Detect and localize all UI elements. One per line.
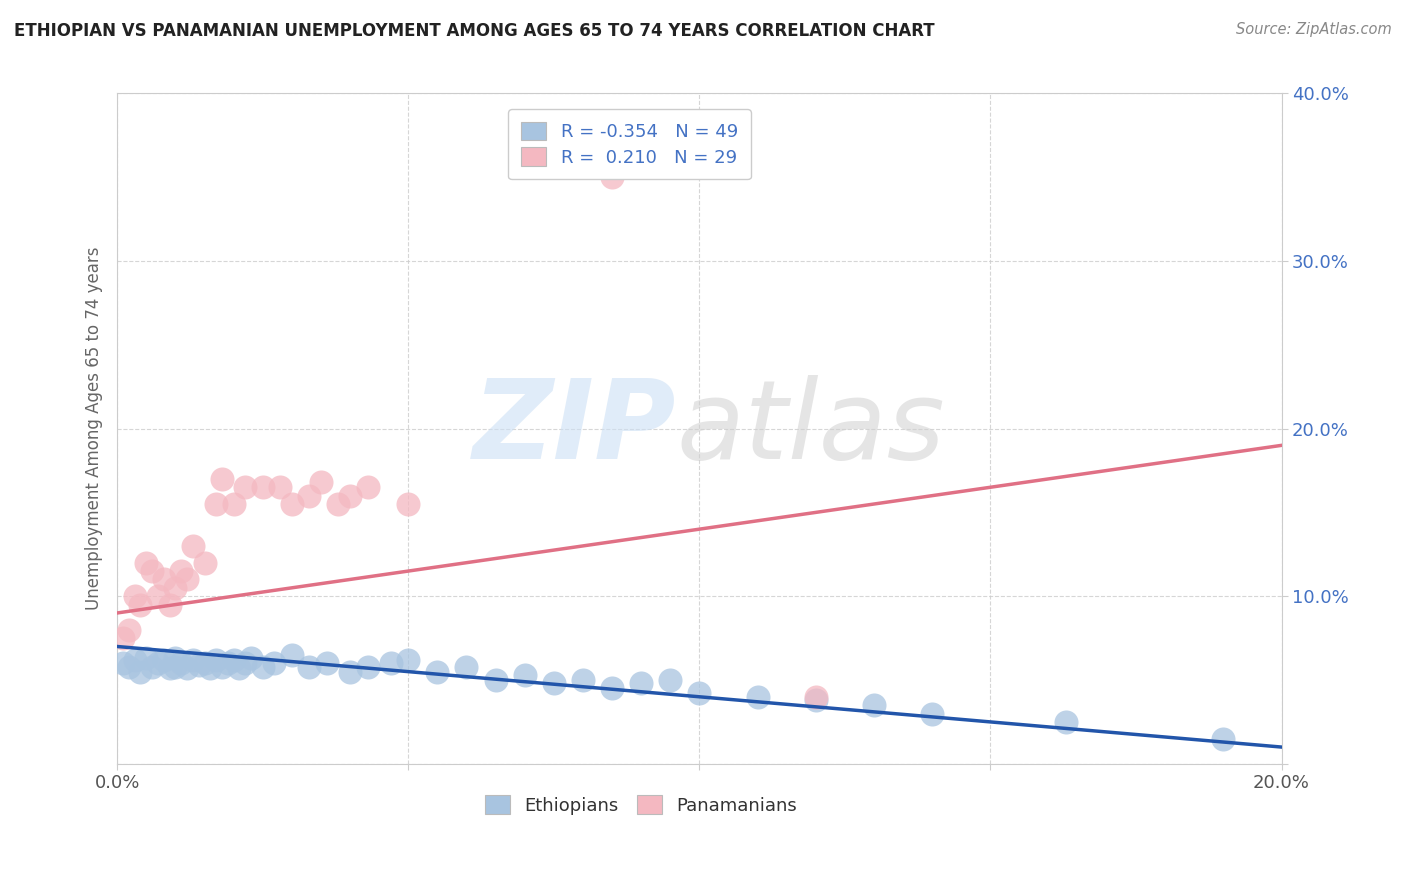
Point [152,573,174,587]
Point [200,661,222,675]
Point [187,657,209,672]
Point [111,657,134,671]
Point [1054,714,1077,729]
Point [600,170,623,185]
Point [141,564,163,578]
Point [205,653,228,667]
Point [222,497,245,511]
Point [380,657,402,671]
Point [217,657,239,671]
Point [129,598,152,612]
Point [193,657,215,671]
Point [543,676,565,690]
Text: ETHIOPIAN VS PANAMANIAN UNEMPLOYMENT AMONG AGES 65 TO 74 YEARS CORRELATION CHART: ETHIOPIAN VS PANAMANIAN UNEMPLOYMENT AMO… [14,22,935,40]
Point [309,475,332,490]
Point [298,659,321,673]
Point [165,651,187,665]
Legend: Ethiopians, Panamanians: Ethiopians, Panamanians [478,788,804,822]
Point [170,657,193,671]
Point [356,480,378,494]
Point [804,690,827,704]
Point [233,657,256,671]
Y-axis label: Unemployment Among Ages 65 to 74 years: Unemployment Among Ages 65 to 74 years [86,247,103,610]
Point [181,653,204,667]
Point [233,480,256,494]
Point [129,665,152,679]
Point [176,573,198,587]
Point [141,659,163,673]
Point [211,472,233,486]
Point [159,661,181,675]
Point [1212,731,1234,746]
Point [228,661,250,675]
Point [456,659,478,673]
Point [252,480,274,494]
Point [339,489,361,503]
Point [804,693,827,707]
Point [205,497,228,511]
Point [159,598,181,612]
Point [298,489,321,503]
Point [146,657,169,671]
Point [572,673,595,687]
Point [747,690,769,704]
Point [165,581,187,595]
Point [600,681,623,696]
Point [281,497,304,511]
Point [252,659,274,673]
Point [339,665,361,679]
Point [921,706,943,721]
Point [396,653,419,667]
Point [630,676,652,690]
Point [193,556,215,570]
Point [263,657,285,671]
Point [111,631,134,645]
Point [426,665,449,679]
Text: ZIP: ZIP [472,376,676,482]
Point [211,659,233,673]
Point [269,480,291,494]
Point [124,589,146,603]
Point [165,659,187,673]
Point [124,653,146,667]
Point [170,564,193,578]
Point [135,651,157,665]
Point [356,659,378,673]
Point [146,589,169,603]
Text: Source: ZipAtlas.com: Source: ZipAtlas.com [1236,22,1392,37]
Point [135,556,157,570]
Point [181,539,204,553]
Point [396,497,419,511]
Point [281,648,304,662]
Point [176,661,198,675]
Point [240,651,263,665]
Point [118,659,141,673]
Point [222,653,245,667]
Point [118,623,141,637]
Point [513,668,536,682]
Point [315,657,337,671]
Point [863,698,886,713]
Text: atlas: atlas [676,376,945,482]
Point [484,673,506,687]
Point [152,653,174,667]
Point [659,673,682,687]
Point [328,497,350,511]
Point [688,686,710,700]
